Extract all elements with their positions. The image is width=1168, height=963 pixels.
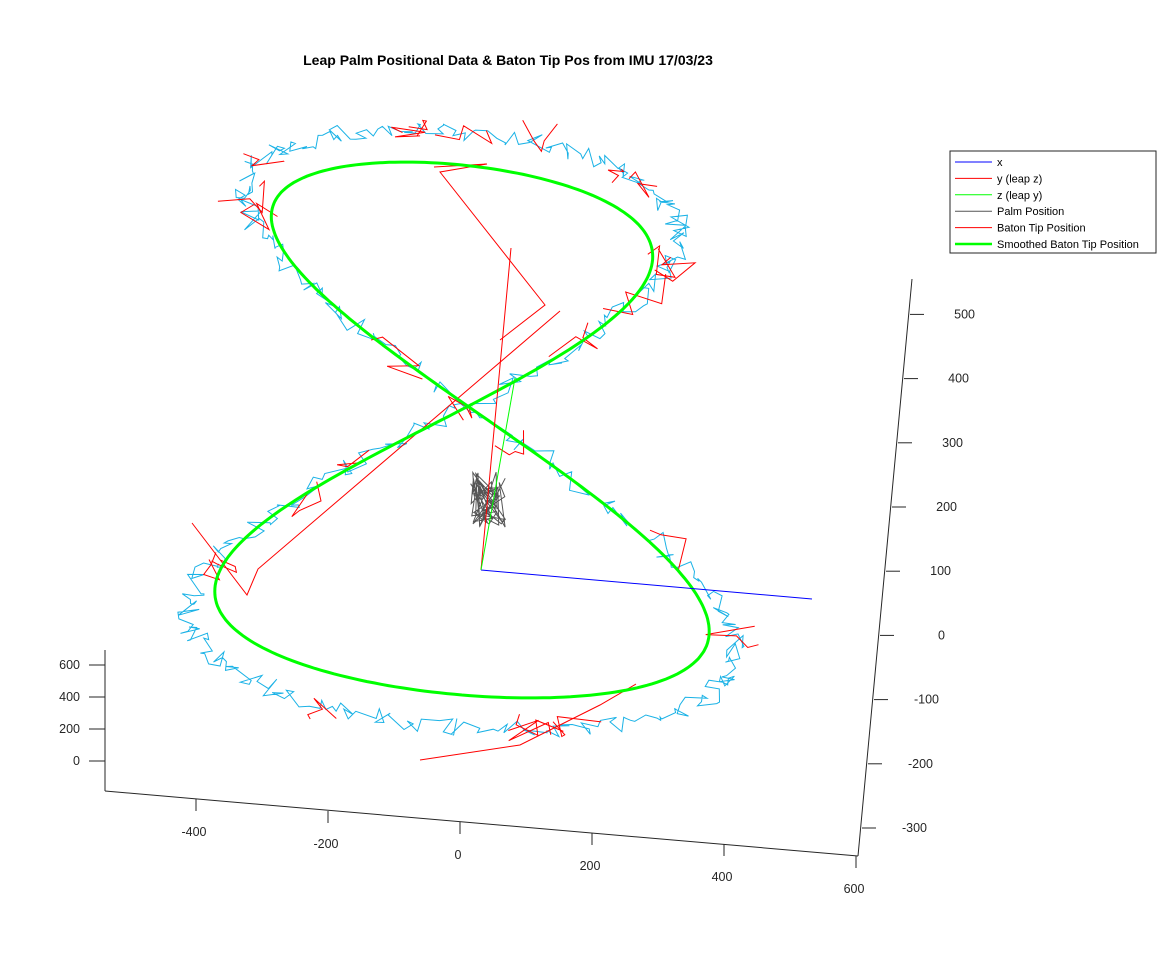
y-tick-label: 0 (73, 754, 80, 768)
baton-tip-segment (705, 625, 759, 649)
x-tick-label: -200 (313, 837, 338, 851)
baton-tip-segment (433, 163, 546, 341)
palm-position-trace (470, 470, 506, 528)
y-tick-label: 200 (59, 722, 80, 736)
baton-tip-segment (239, 202, 278, 231)
legend-entry: Baton Tip Position (997, 223, 1086, 235)
baton-tip-segment (391, 126, 426, 138)
z-tick-label: 200 (936, 500, 957, 514)
y-tick-label: 600 (59, 658, 80, 672)
y-tick-label: 400 (59, 690, 80, 704)
z-frame-line (480, 377, 516, 571)
baton-tip-segment (552, 716, 602, 738)
z-tick-label: 300 (942, 436, 963, 450)
legend-entry: Smoothed Baton Tip Position (997, 239, 1139, 251)
baton-tip-segment (202, 552, 221, 581)
baton-tip-segment (548, 322, 598, 358)
baton-tip-segment (370, 336, 423, 380)
baton-tip-segment (522, 120, 558, 153)
baton-tip-segment (649, 529, 687, 572)
legend-entry: z (leap y) (997, 190, 1042, 202)
x-frame-line (480, 569, 813, 600)
baton-tip-segment (434, 125, 493, 145)
legend-entry: y (leap z) (997, 173, 1042, 185)
baton-tip-segment (603, 274, 667, 316)
baton-tip-segment (408, 119, 428, 136)
baton-tip-segment (307, 697, 337, 720)
x-tick-label: -400 (181, 825, 206, 839)
legend-entry: Palm Position (997, 206, 1064, 218)
plot-axes: -400 -200 0 200 400 600 0 200 400 600 -300 -200 -100… (59, 278, 975, 896)
z-tick-label: 400 (948, 372, 969, 386)
baton-tip-segment (191, 310, 561, 596)
x-tick-label: 200 (580, 859, 601, 873)
z-tick-label: 100 (930, 564, 951, 578)
y-frame-line (480, 247, 512, 571)
baton-tip-segment (508, 719, 552, 742)
z-tick-label: -100 (914, 693, 939, 707)
x-tick-label: 400 (712, 870, 733, 884)
z-tick-label: 0 (938, 628, 945, 642)
legend-box (949, 150, 1157, 254)
x-tick-label: 600 (844, 882, 865, 896)
baton-tip-segment (217, 179, 265, 214)
legend-entry: x (997, 157, 1003, 169)
x-axis-line (104, 790, 859, 857)
baton-tip-segment (243, 153, 285, 167)
z-axis-line (857, 278, 913, 857)
baton-tip-segment (607, 168, 625, 184)
z-tick-label: -200 (908, 757, 933, 771)
x-tick-label: 0 (455, 848, 462, 862)
baton-tip-segment (515, 714, 564, 737)
plot-area (177, 119, 813, 761)
baton-tip-segment (211, 559, 238, 574)
smoothed-baton-trace (213, 160, 711, 700)
chart-title: Leap Palm Positional Data & Baton Tip Po… (303, 52, 713, 68)
z-tick-label: 500 (954, 307, 975, 321)
baton-tip-segment (419, 683, 637, 761)
baton-tip-segment (628, 171, 658, 198)
baton-tip-segment (647, 244, 676, 278)
legend: x y (leap z) z (leap y) Palm Position Baton … (949, 150, 1157, 254)
baton-tip-segment (654, 256, 697, 282)
baton-tip-segment (291, 481, 322, 517)
z-tick-label: -300 (902, 821, 927, 835)
